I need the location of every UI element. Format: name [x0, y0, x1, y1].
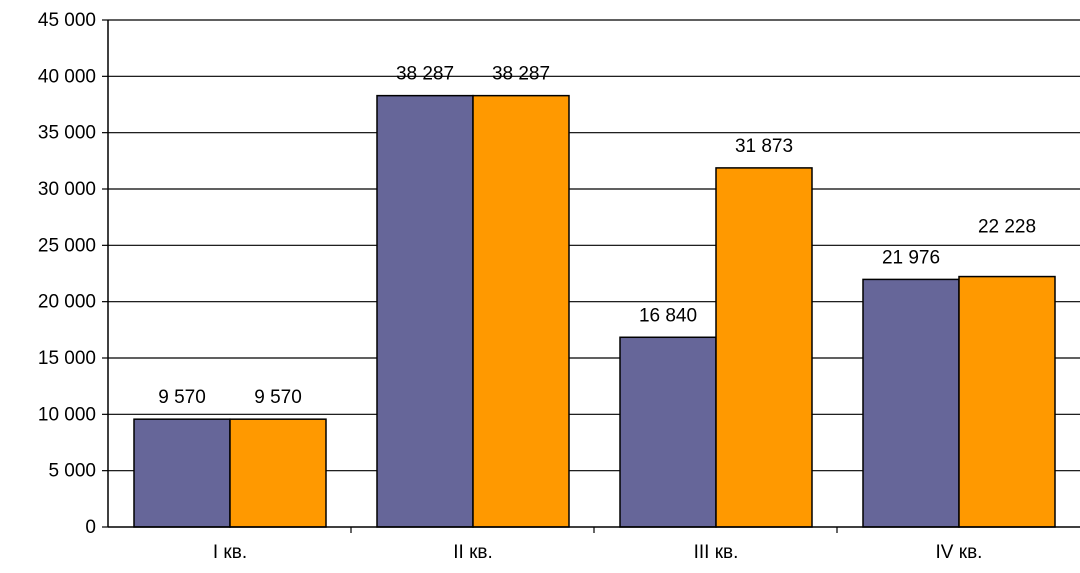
bar-series-2	[715, 167, 813, 528]
data-label: 22 228	[978, 217, 1036, 238]
bar-series-1	[133, 418, 231, 528]
y-tick-label: 5 000	[48, 461, 96, 482]
y-tick-label: 20 000	[38, 292, 96, 313]
y-tick-label: 10 000	[38, 404, 96, 425]
data-label: 21 976	[882, 247, 940, 268]
bar-series-2	[229, 418, 327, 528]
bars	[133, 94, 1056, 528]
data-label: 31 873	[735, 136, 793, 157]
y-tick-label: 30 000	[38, 179, 96, 200]
data-label: 16 840	[639, 305, 697, 326]
y-tick-label: 45 000	[38, 10, 96, 31]
data-label: 9 570	[158, 387, 206, 408]
gridlines	[108, 19, 1080, 472]
y-tick-label: 25 000	[38, 235, 96, 256]
x-category-label: I кв.	[213, 542, 247, 563]
x-category-label: IV кв.	[936, 542, 983, 563]
bar-series-1	[376, 94, 474, 528]
axes	[102, 19, 1080, 533]
y-tick-label: 15 000	[38, 348, 96, 369]
bar-series-2	[472, 94, 570, 528]
labels: 0 5 000 10 000 15 000 20 000 25 000 30 000 35 0…	[38, 10, 1036, 563]
bar-series-1	[862, 278, 960, 528]
x-category-label: II кв.	[453, 542, 493, 563]
bar-series-2	[958, 275, 1056, 528]
y-tick-label: 35 000	[38, 123, 96, 144]
y-tick-label: 0	[85, 517, 96, 538]
data-label: 9 570	[254, 387, 302, 408]
x-category-label: III кв.	[694, 542, 739, 563]
bar-series-1	[619, 336, 717, 528]
data-label: 38 287	[492, 64, 550, 85]
data-label: 38 287	[396, 64, 454, 85]
y-tick-label: 40 000	[38, 66, 96, 87]
